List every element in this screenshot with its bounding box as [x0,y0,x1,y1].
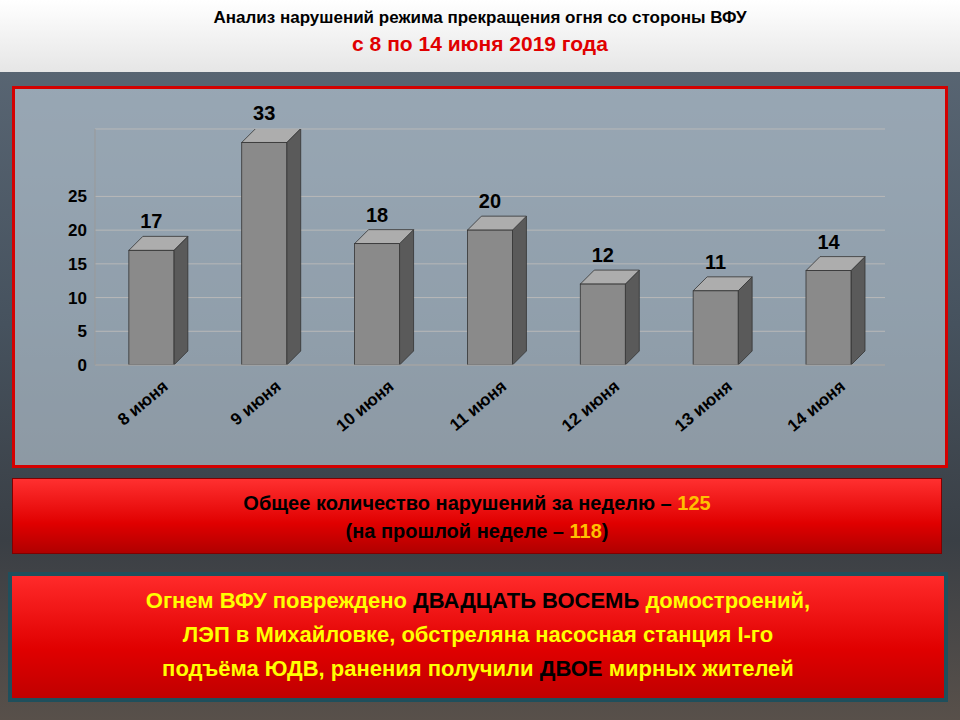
svg-text:11: 11 [705,251,726,273]
svg-text:20: 20 [68,221,87,240]
svg-text:11 июня: 11 июня [446,377,510,435]
html-text:Огнем ВФУ повреждено ДВАДЦАТЬ: Огнем ВФУ повреждено ДВАДЦАТЬ ВОСЕМЬ дом… [145,588,811,613]
svg-text:14 июня: 14 июня [784,377,849,436]
html-text:с 8 по 14 июня 2019 года: с 8 по 14 июня 2019 года [352,32,608,55]
html-text:Анализ нарушений режима прекра: Анализ нарушений режима прекращения огня… [213,8,747,27]
html-text:подъёма ЮДВ, ранения получили: подъёма ЮДВ, ранения получили ДВОЕ мирны… [162,656,794,681]
svg-text:13 июня: 13 июня [671,377,736,436]
svg-text:33: 33 [253,102,275,124]
html-text:(на прошлой неделе – 118): (на прошлой неделе – 118) [345,520,609,542]
svg-text:25: 25 [68,187,87,206]
svg-text:20: 20 [479,190,501,212]
svg-text:10 июня: 10 июня [333,377,398,436]
svg-text:18: 18 [366,204,388,226]
svg-text:8 июня: 8 июня [114,377,172,430]
svg-text:14: 14 [817,231,840,253]
svg-text:12: 12 [592,244,614,266]
html-text:ЛЭП в Михайловке, обстреляна н: ЛЭП в Михайловке, обстреляна насосная ст… [182,622,774,647]
svg-text:15: 15 [68,255,87,274]
svg-text:10: 10 [68,289,87,308]
svg-text:5: 5 [78,322,87,341]
html-text:Общее количество нарушений за: Общее количество нарушений за неделю – 1… [243,492,711,514]
svg-text:17: 17 [140,210,162,232]
svg-text:12 июня: 12 июня [558,377,623,436]
svg-text:0: 0 [78,356,87,375]
svg-text:9 июня: 9 июня [227,377,285,430]
